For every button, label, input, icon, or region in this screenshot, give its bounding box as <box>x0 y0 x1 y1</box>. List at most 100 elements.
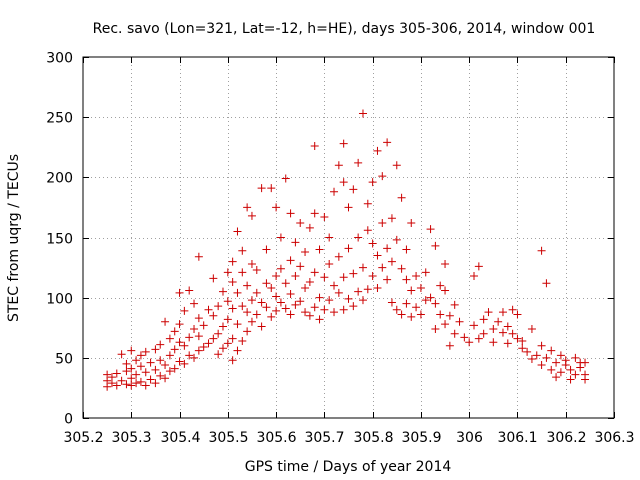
data-point <box>165 351 174 360</box>
data-point <box>378 219 387 228</box>
data-point <box>214 329 223 338</box>
data-point <box>320 305 329 314</box>
data-point <box>310 209 319 218</box>
data-point <box>161 361 170 370</box>
data-point <box>571 370 580 379</box>
data-point <box>247 211 256 220</box>
data-point <box>127 346 136 355</box>
y-tick-label: 150 <box>46 232 73 248</box>
data-point <box>349 302 358 311</box>
data-point <box>441 259 450 268</box>
data-points <box>103 109 590 391</box>
data-point <box>161 317 170 326</box>
data-point <box>209 311 218 320</box>
data-point <box>392 235 401 244</box>
data-point <box>387 298 396 307</box>
data-point <box>209 274 218 283</box>
data-point <box>199 343 208 352</box>
data-point <box>373 284 382 293</box>
data-point <box>310 142 319 151</box>
data-point <box>320 273 329 282</box>
x-tick-label: 306.3 <box>594 430 634 446</box>
data-point <box>238 302 247 311</box>
data-point <box>518 336 527 345</box>
data-point <box>151 379 160 388</box>
data-point <box>368 239 377 248</box>
data-point <box>498 328 507 337</box>
data-point <box>537 341 546 350</box>
data-point <box>508 329 517 338</box>
data-point <box>441 286 450 295</box>
data-point <box>247 317 256 326</box>
data-point <box>180 306 189 315</box>
grid-lines <box>83 57 614 418</box>
data-point <box>547 346 556 355</box>
data-point <box>503 339 512 348</box>
data-point <box>305 311 314 320</box>
x-tick-label: 305.9 <box>401 430 441 446</box>
data-point <box>218 287 227 296</box>
data-point <box>363 199 372 208</box>
data-point <box>354 287 363 296</box>
data-point <box>513 334 522 343</box>
data-point <box>373 251 382 260</box>
data-point <box>455 317 464 326</box>
data-point <box>315 245 324 254</box>
data-point <box>281 279 290 288</box>
data-point <box>146 375 155 384</box>
data-point <box>431 324 440 333</box>
data-point <box>161 374 170 383</box>
data-point <box>223 297 232 306</box>
data-point <box>214 302 223 311</box>
data-point <box>281 304 290 313</box>
data-point <box>368 178 377 187</box>
data-point <box>445 341 454 350</box>
data-point <box>209 334 218 343</box>
data-point <box>141 347 150 356</box>
data-point <box>204 339 213 348</box>
data-point <box>272 272 281 281</box>
data-point <box>286 209 295 218</box>
data-point <box>339 139 348 148</box>
data-point <box>330 187 339 196</box>
x-tick-label: 305.7 <box>304 430 344 446</box>
data-point <box>537 246 546 255</box>
data-point <box>354 233 363 242</box>
data-point <box>325 259 334 268</box>
data-point <box>301 284 310 293</box>
data-point <box>267 312 276 321</box>
data-point <box>243 327 252 336</box>
data-point <box>450 329 459 338</box>
data-point <box>518 344 527 353</box>
data-point <box>339 178 348 187</box>
data-point <box>175 320 184 329</box>
data-point <box>310 303 319 312</box>
data-point <box>107 373 116 382</box>
data-point <box>363 285 372 294</box>
data-point <box>349 185 358 194</box>
data-point <box>523 347 532 356</box>
data-point <box>474 262 483 271</box>
data-point <box>267 284 276 293</box>
x-tick-label: 305.3 <box>111 430 151 446</box>
data-point <box>305 223 314 232</box>
data-point <box>571 353 580 362</box>
data-point <box>117 376 126 385</box>
data-point <box>416 284 425 293</box>
data-point <box>349 269 358 278</box>
data-point <box>387 257 396 266</box>
data-point <box>503 322 512 331</box>
data-point <box>132 370 141 379</box>
data-point <box>194 332 203 341</box>
data-point <box>132 379 141 388</box>
data-point <box>122 367 131 376</box>
data-point <box>122 359 131 368</box>
x-axis-label: GPS time / Days of year 2014 <box>245 459 452 475</box>
data-point <box>223 339 232 348</box>
data-point <box>141 368 150 377</box>
data-point <box>407 312 416 321</box>
data-point <box>165 367 174 376</box>
data-point <box>392 161 401 170</box>
data-point <box>272 203 281 212</box>
